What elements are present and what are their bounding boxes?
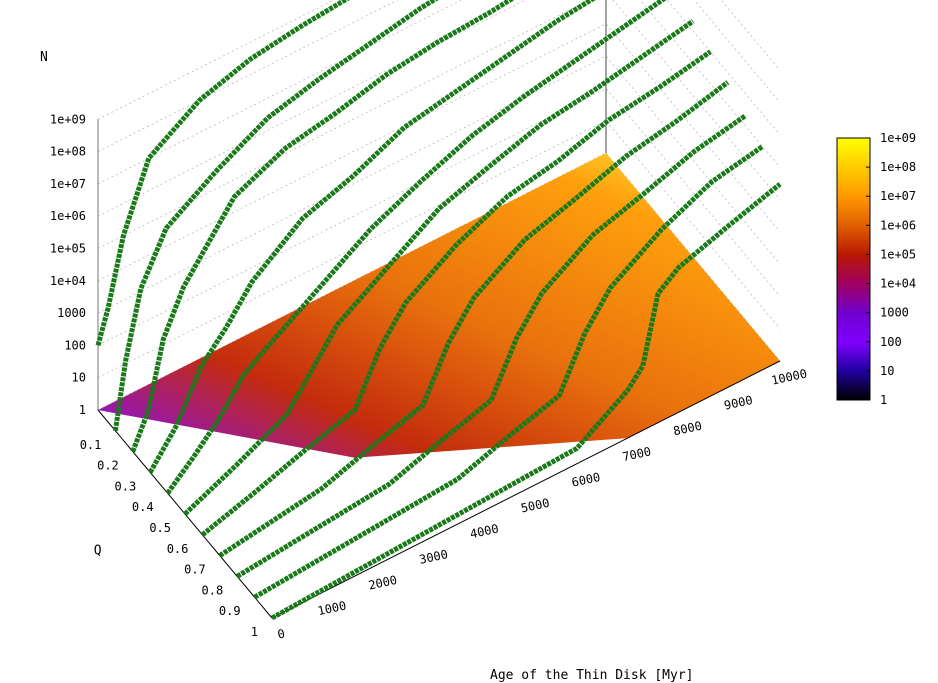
x-tick-label: 9000 xyxy=(723,393,754,413)
q-tick-label: 0.3 xyxy=(115,479,137,493)
series-curve xyxy=(218,80,730,558)
tick-labels: 11010010001e+041e+051e+061e+071e+081e+09… xyxy=(40,50,808,683)
z-grid-line xyxy=(97,87,781,346)
x-tick-label: 8000 xyxy=(672,419,703,439)
colorbar-tick-label: 1e+05 xyxy=(880,247,916,261)
z-grid-line xyxy=(97,152,781,411)
z-tick-label: 1 xyxy=(79,403,86,417)
series-curve xyxy=(165,0,667,495)
x-tick-label: 5000 xyxy=(520,496,551,516)
x-tick-label: 0 xyxy=(276,626,286,641)
q-tick-label: 0.5 xyxy=(149,521,171,535)
colorbar-tick-label: 1e+06 xyxy=(880,218,916,232)
x-tick-label: 4000 xyxy=(469,521,500,541)
x-tick-label: 7000 xyxy=(621,444,652,464)
x-axis-label: Age of the Thin Disk [Myr] xyxy=(490,668,694,683)
q-tick-label: 0.4 xyxy=(132,500,154,514)
heatmap-surface xyxy=(98,153,780,458)
colorbar-tick-label: 1e+08 xyxy=(880,160,916,174)
series-curve xyxy=(112,0,439,432)
x-tick-label: 2000 xyxy=(367,573,398,593)
series-curve xyxy=(148,0,596,474)
colorbar-tick-label: 1e+07 xyxy=(880,189,916,203)
x-tick-label: 1000 xyxy=(316,599,347,619)
colorbar-tick-label: 1e+04 xyxy=(880,277,916,291)
x-tick-label: 10000 xyxy=(770,366,808,387)
x-tick-label: 3000 xyxy=(418,547,449,567)
colorbar-tick-label: 1 xyxy=(880,393,887,407)
x-tick-label: 6000 xyxy=(570,470,601,490)
z-tick-label: 1e+04 xyxy=(50,274,86,288)
z-tick-label: 10 xyxy=(72,371,86,385)
z-tick-label: 1000 xyxy=(57,306,86,320)
z-grid-line xyxy=(97,23,781,282)
z-tick-label: 1e+05 xyxy=(50,242,86,256)
z-tick-label: 1e+09 xyxy=(50,112,86,126)
q-tick-label: 0.1 xyxy=(80,438,102,452)
colorbar-rect xyxy=(836,137,871,401)
series-curve xyxy=(253,144,765,600)
q-tick-label: 0.2 xyxy=(97,459,119,473)
colorbar: 1e+09 1e+08 1e+07 1e+06 1e+05 1e+04 1000 100 10 1 xyxy=(836,131,916,407)
colorbar-tick-label: 1e+09 xyxy=(880,131,916,145)
series-curve xyxy=(183,19,695,516)
q-tick-label: 1 xyxy=(251,625,258,639)
series-curve xyxy=(235,113,747,579)
colorbar-tick-label: 10 xyxy=(880,364,894,378)
q-tick-label: 0.7 xyxy=(184,563,206,577)
series-curves xyxy=(95,0,782,621)
x-axis-line xyxy=(271,360,781,619)
q-tick-label: 0.6 xyxy=(167,542,189,556)
z-tick-label: 100 xyxy=(64,338,86,352)
z-tick-label: 1e+07 xyxy=(50,177,86,191)
series-curve xyxy=(270,182,782,621)
z-tick-label: 1e+08 xyxy=(50,145,86,159)
z-grid-line xyxy=(97,0,781,185)
z-grid-line xyxy=(97,0,781,120)
series-curve xyxy=(130,0,515,453)
z-axis-label: N xyxy=(40,50,48,65)
q-tick-label: 0.8 xyxy=(202,583,224,597)
z-grid-line xyxy=(97,0,781,217)
z-grid-line xyxy=(97,55,781,314)
q-axis-label: Q xyxy=(94,543,102,558)
colorbar-tick-label: 1000 xyxy=(880,306,909,320)
z-tick-label: 1e+06 xyxy=(50,209,86,223)
surface-polygon xyxy=(98,153,780,458)
z-grid-line xyxy=(97,120,781,379)
colorbar-tick-label: 100 xyxy=(880,335,902,349)
q-tick-label: 0.9 xyxy=(219,604,241,618)
z-grid-line xyxy=(97,0,781,152)
series-curve xyxy=(200,49,712,537)
series-curve xyxy=(95,0,350,347)
